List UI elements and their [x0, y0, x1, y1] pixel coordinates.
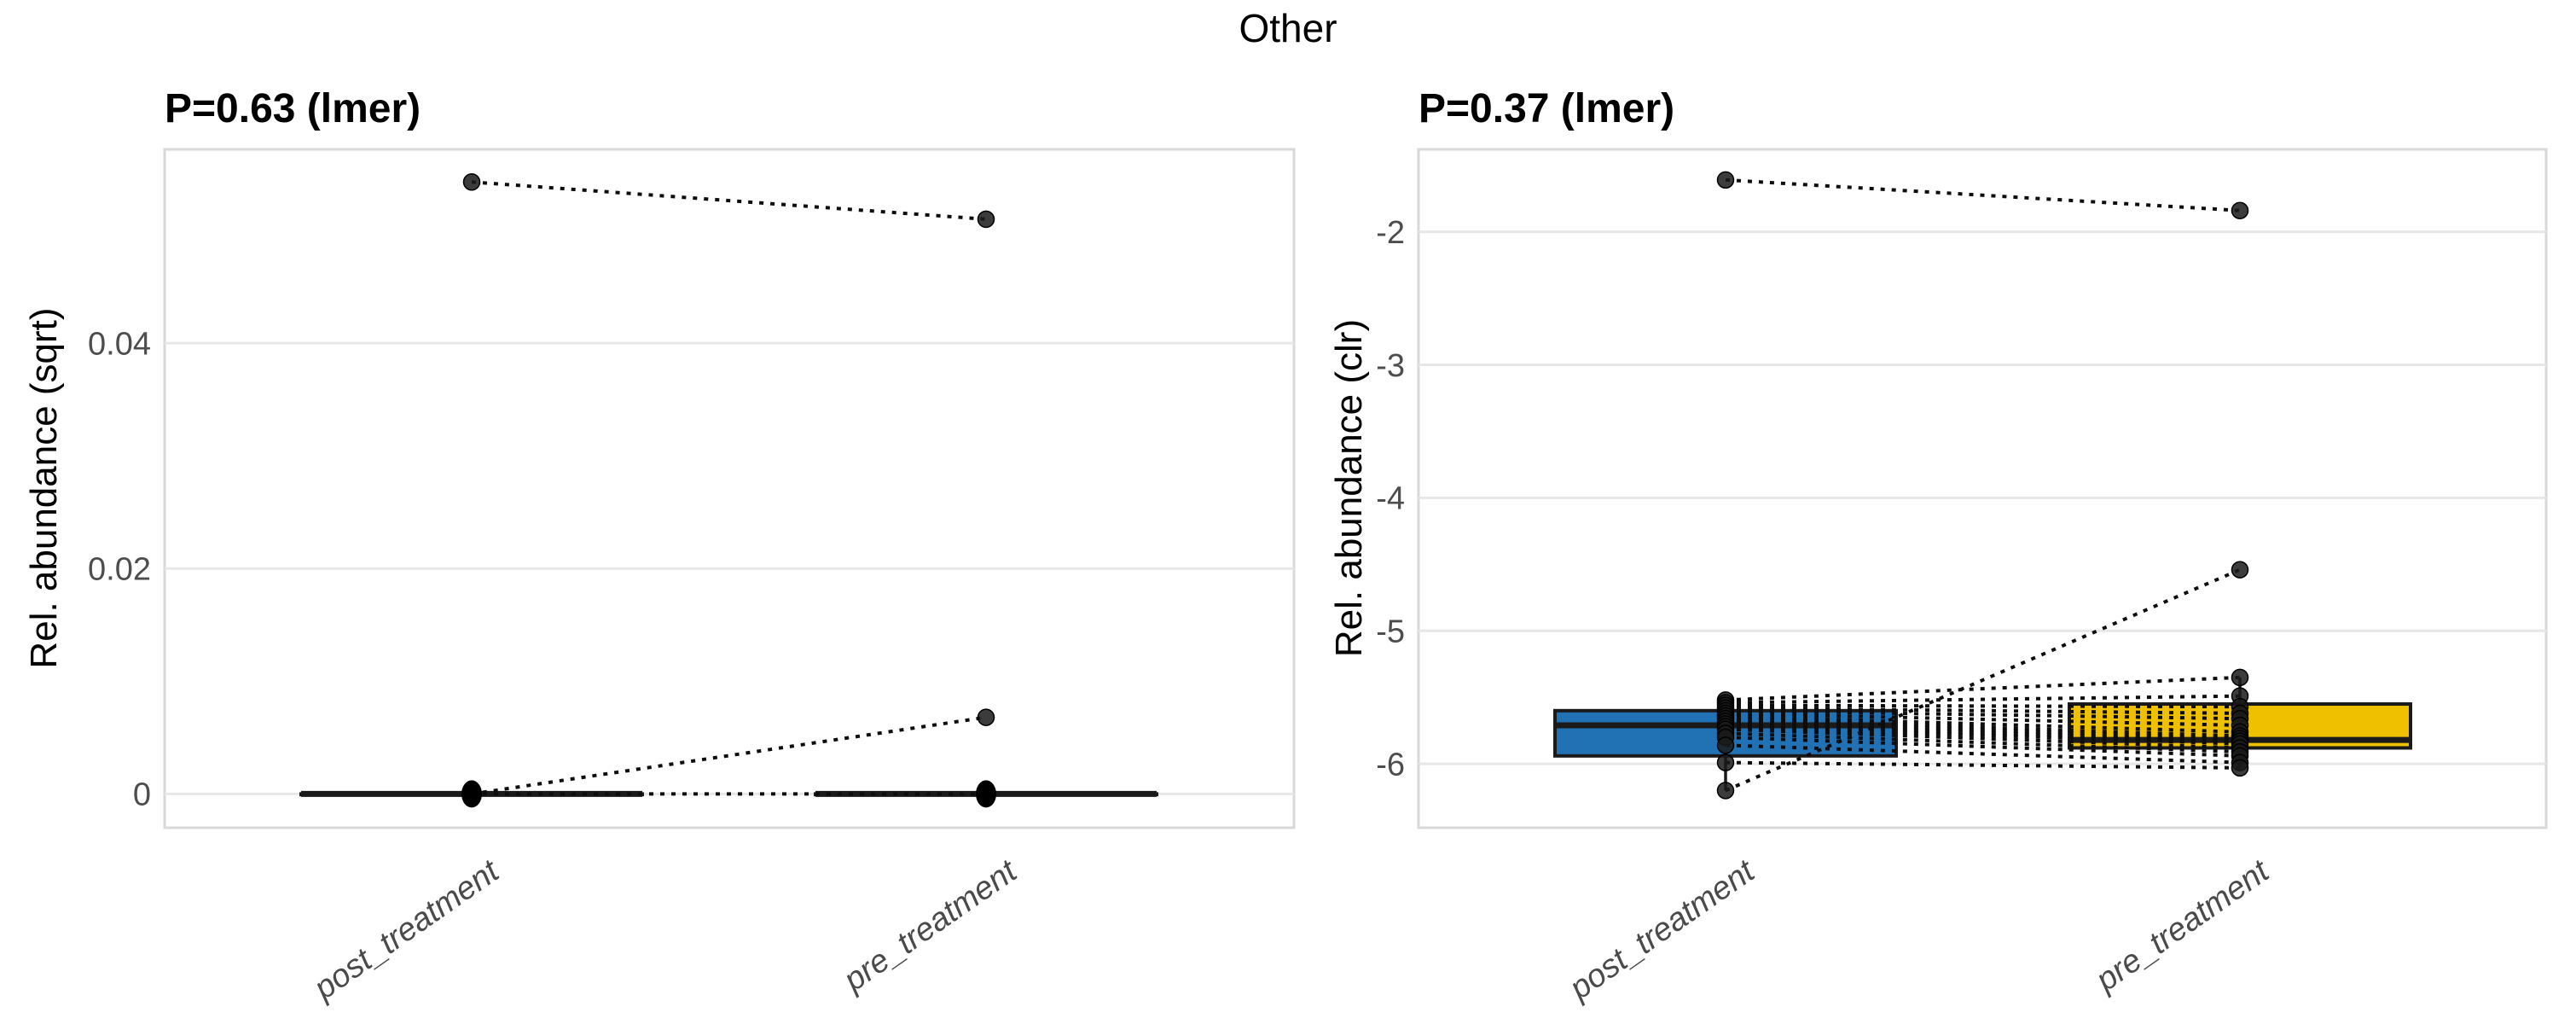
y-tick-label: 0.04	[88, 326, 151, 362]
data-point	[1716, 736, 1735, 754]
data-point	[462, 173, 481, 191]
y-tick-label: 0.02	[88, 552, 151, 588]
pair-line	[1725, 731, 2241, 754]
pair-line	[1725, 714, 2241, 734]
y-tick-label: -6	[1376, 747, 1405, 783]
data-point	[2231, 561, 2249, 579]
pair-line	[1725, 727, 2241, 750]
data-point-cluster	[461, 780, 482, 808]
y-tick-label: -5	[1376, 614, 1405, 650]
pair-line	[471, 715, 987, 796]
pair-line	[1725, 703, 2241, 709]
y-tick-label: 0	[133, 777, 151, 813]
pair-line	[1725, 708, 2241, 721]
pair-line	[1725, 706, 2241, 715]
data-point	[1716, 782, 1735, 800]
pair-line	[1725, 724, 2241, 746]
y-axis-title-right: Rel. abundance (clr)	[1328, 318, 1370, 658]
pair-line	[1725, 722, 2241, 743]
data-point	[1716, 753, 1735, 771]
pair-line	[1725, 736, 2241, 758]
y-axis-title-left: Rel. abundance (sqrt)	[23, 307, 65, 669]
pair-line	[1725, 743, 2241, 765]
pair-line	[1725, 177, 2241, 212]
y-tick-label: -2	[1376, 215, 1405, 251]
pair-line	[1725, 717, 2241, 738]
data-point	[2231, 759, 2249, 777]
panel-title-right: P=0.37 (lmer)	[1419, 86, 1675, 131]
pair-line	[1725, 675, 2241, 702]
pair-line	[1725, 567, 2241, 793]
y-tick-label: -3	[1376, 348, 1405, 384]
data-point	[2231, 201, 2249, 219]
pair-line	[1725, 694, 2241, 705]
panel-background	[163, 148, 1296, 829]
y-tick-label: -4	[1376, 481, 1405, 517]
pair-line	[471, 180, 987, 221]
pair-line	[1725, 719, 2241, 741]
pair-line	[1725, 711, 2241, 727]
data-point	[977, 708, 995, 726]
pair-line	[1725, 760, 2241, 770]
data-point	[1716, 171, 1735, 189]
data-point-cluster	[976, 780, 996, 808]
figure-title: Other	[1239, 6, 1337, 50]
data-point	[977, 210, 995, 229]
panel-title-left: P=0.63 (lmer)	[165, 86, 421, 131]
data-point	[2231, 668, 2249, 687]
